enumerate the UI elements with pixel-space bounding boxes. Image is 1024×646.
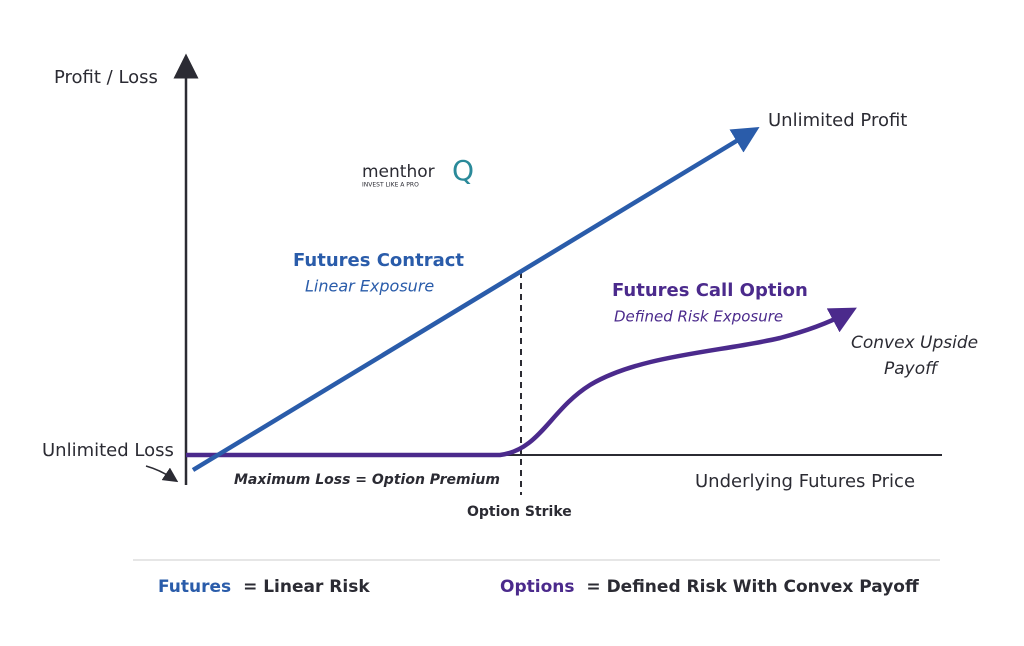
footer-text: = Defined Risk With Convex Payoff bbox=[586, 577, 919, 597]
max-loss-label: Maximum Loss = Option Premium bbox=[234, 472, 500, 488]
option-subtitle: Defined Risk Exposure bbox=[614, 308, 783, 326]
futures-payoff bbox=[191, 127, 760, 472]
option-title: Futures Call Option bbox=[612, 280, 808, 301]
futures-subtitle: Linear Exposure bbox=[305, 277, 434, 296]
footer-term: Options bbox=[500, 577, 574, 597]
convex-label: Payoff bbox=[884, 359, 939, 379]
unlimited-loss: Unlimited Loss bbox=[42, 440, 174, 461]
futures-title: Futures Contract bbox=[293, 250, 464, 271]
footer-right: Options = Defined Risk With Convex Payof… bbox=[500, 577, 919, 597]
footer-term: Futures bbox=[158, 577, 231, 597]
logo-name: menthor bbox=[362, 162, 435, 182]
unlimited-profit: Unlimited Profit bbox=[768, 110, 907, 131]
loss-pointer bbox=[145, 465, 179, 483]
footer-left: Futures = Linear Risk bbox=[158, 577, 370, 597]
option-payoff bbox=[186, 307, 857, 458]
strike-label: Option Strike bbox=[467, 504, 572, 520]
convex-label: Convex Upside bbox=[851, 333, 978, 353]
logo-mark: Q bbox=[452, 154, 474, 187]
y-axis-label: Profit / Loss bbox=[54, 67, 158, 88]
x-axis-label: Underlying Futures Price bbox=[695, 471, 915, 492]
footer-text: = Linear Risk bbox=[243, 577, 370, 597]
logo-tagline: INVEST LIKE A PRO bbox=[362, 182, 419, 189]
